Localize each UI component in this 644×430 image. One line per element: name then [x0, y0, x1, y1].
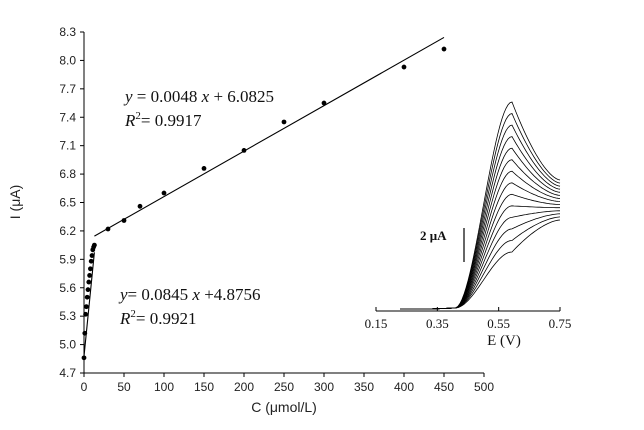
- x-tick-label: 50: [117, 380, 131, 394]
- data-point: [83, 311, 88, 317]
- data-point: [121, 218, 127, 223]
- inset-curves: [400, 101, 561, 310]
- data-point: [321, 100, 327, 106]
- data-point: [241, 148, 247, 153]
- y-tick-label: 7.4: [59, 110, 76, 124]
- data-point: [88, 258, 94, 264]
- y-tick-label: 5.0: [59, 338, 76, 352]
- y-tick-label: 4.7: [59, 366, 76, 380]
- data-point: [86, 279, 92, 285]
- x-tick-label: 0: [81, 380, 88, 394]
- fit-line: [83, 252, 95, 357]
- fit-line: [94, 36, 445, 237]
- scale-bar-label: 2 μA: [420, 228, 447, 243]
- x-tick-label: 500: [474, 380, 494, 394]
- data-point: [84, 294, 90, 300]
- y-tick-label: 7.1: [59, 139, 76, 153]
- y-axis-title: I (μA): [7, 185, 23, 220]
- data-point: [137, 203, 143, 209]
- data-point: [82, 330, 88, 336]
- r-squared-1: R2= 0.9917: [124, 110, 202, 130]
- inset-tick-label: 0.55: [487, 316, 510, 331]
- x-tick-label: 200: [234, 380, 254, 394]
- data-point: [201, 166, 207, 171]
- data-point: [401, 64, 407, 70]
- x-tick-label: 100: [154, 380, 174, 394]
- x-tick-label: 450: [434, 380, 454, 394]
- y-tick-label: 8.0: [59, 53, 76, 67]
- equation-1: y = 0.0048 x + 6.0825: [123, 87, 274, 106]
- data-point: [88, 266, 93, 272]
- y-tick-label: 6.8: [59, 167, 76, 181]
- x-tick-label: 250: [274, 380, 294, 394]
- inset-voltammogram: 0.15 0.35 0.55 0.75 2 μA E (V): [365, 101, 572, 349]
- data-point: [87, 273, 92, 278]
- y-tick-label: 8.3: [59, 25, 76, 39]
- r-squared-2: R2= 0.9921: [119, 308, 196, 328]
- x-ticks: 0 50 100 150 200 250 300 350 400 450 500: [81, 373, 494, 394]
- equation-2: y= 0.0845 x +4.8756: [118, 285, 261, 304]
- y-tick-label: 6.2: [59, 224, 76, 238]
- data-point: [84, 304, 89, 310]
- x-axis-title: C (μmol/L): [251, 399, 317, 415]
- fit-lines: [83, 36, 445, 357]
- data-point: [105, 226, 111, 232]
- x-tick-label: 300: [314, 380, 334, 394]
- data-point: [441, 46, 447, 52]
- data-point: [161, 190, 167, 196]
- inset-tick-label: 0.75: [549, 316, 572, 331]
- inset-x-ticks: 0.15 0.35 0.55 0.75: [365, 307, 572, 331]
- data-points: [81, 46, 447, 361]
- y-tick-label: 6.5: [59, 196, 76, 210]
- data-point: [85, 287, 91, 293]
- x-tick-label: 150: [194, 380, 214, 394]
- data-point: [89, 253, 95, 258]
- inset-tick-label: 0.35: [426, 316, 449, 331]
- data-point: [281, 119, 287, 125]
- data-point: [81, 355, 87, 361]
- data-point: [92, 242, 97, 248]
- inset-x-axis-title: E (V): [487, 333, 521, 349]
- inset-curve: [400, 101, 561, 310]
- x-tick-label: 350: [354, 380, 374, 394]
- y-ticks: 4.7 5.0 5.3 5.6 5.9 6.2 6.5 6.8 7.1 7.4 7.7 8.0 8.3: [59, 25, 84, 380]
- inset-tick-label: 0.15: [365, 316, 388, 331]
- x-tick-label: 400: [394, 380, 414, 394]
- inset-curve: [400, 124, 561, 310]
- y-tick-label: 5.9: [59, 252, 76, 266]
- y-tick-label: 7.7: [59, 82, 76, 96]
- y-tick-label: 5.3: [59, 309, 76, 323]
- y-tick-label: 5.6: [59, 281, 76, 295]
